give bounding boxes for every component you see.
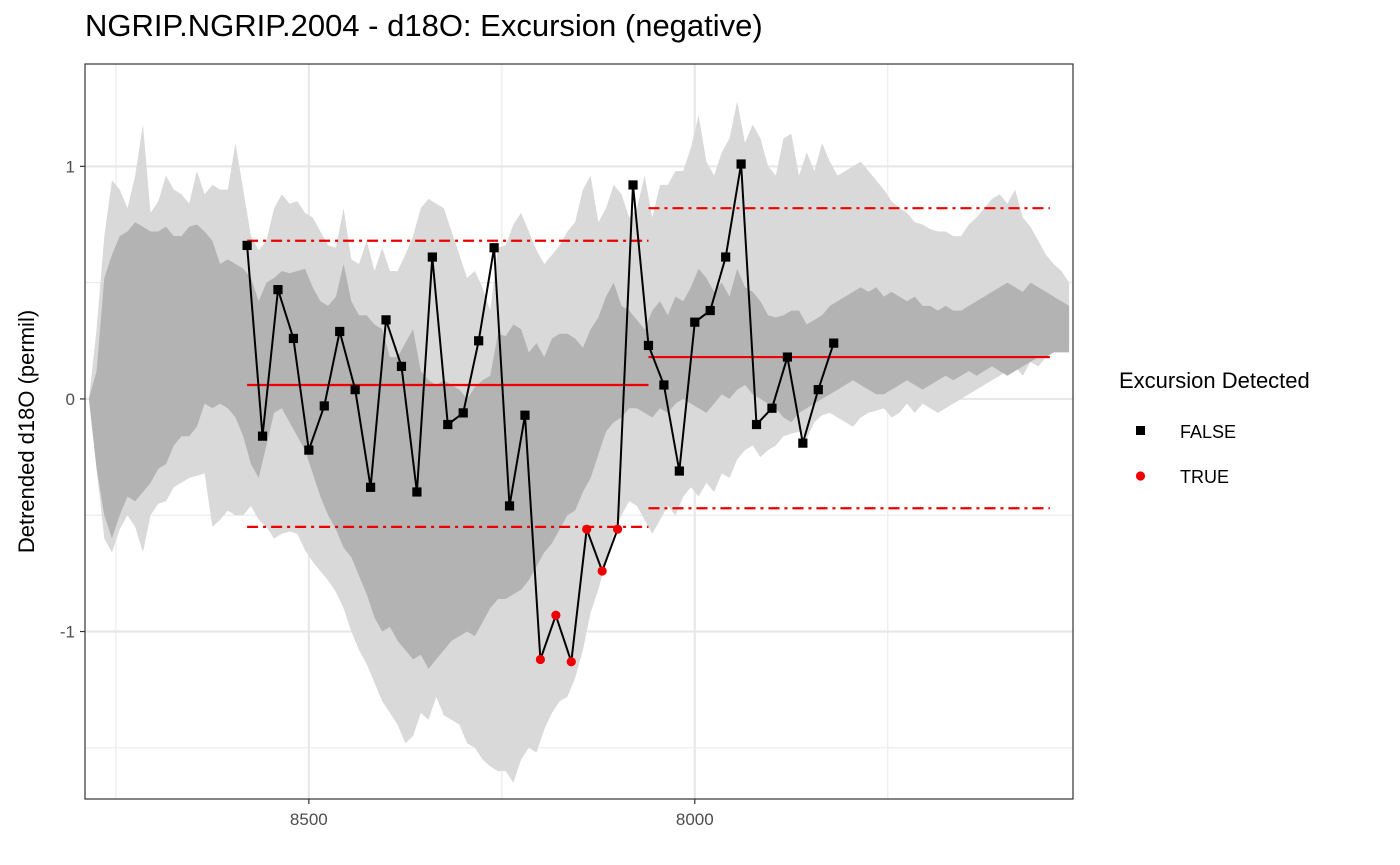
data-point <box>643 340 654 351</box>
legend-label-true: TRUE <box>1180 467 1229 487</box>
data-point <box>813 385 823 395</box>
inner-band <box>77 222 1070 669</box>
data-point <box>288 333 299 344</box>
data-point-excursion <box>535 654 546 665</box>
data-point <box>474 336 484 346</box>
legend-key-true <box>1135 471 1146 481</box>
data-point <box>504 501 515 511</box>
reference-lines <box>247 207 1050 528</box>
data-point <box>736 159 746 169</box>
legend-label-false: FALSE <box>1180 422 1236 442</box>
y-axis-title: Detrended d18O (permil) <box>14 310 39 553</box>
data-point <box>520 410 530 420</box>
data-point <box>273 285 283 295</box>
y-tick-label: -1 <box>60 623 75 642</box>
data-point <box>304 445 314 455</box>
data-point <box>489 243 499 253</box>
data-point <box>350 385 360 395</box>
data-point <box>782 352 793 362</box>
series <box>242 159 839 667</box>
y-tick-label: 0 <box>66 390 75 409</box>
data-point <box>427 252 437 262</box>
legend-title: Excursion Detected <box>1119 368 1310 393</box>
data-point <box>412 487 422 497</box>
data-point <box>659 380 669 390</box>
data-point <box>443 419 453 430</box>
data-point-excursion <box>566 657 576 667</box>
data-point <box>829 338 839 348</box>
data-point <box>381 315 391 325</box>
y-tick-label: 1 <box>66 157 75 176</box>
data-point-excursion <box>612 524 623 534</box>
x-tick-label: 8000 <box>676 810 714 829</box>
data-point <box>674 466 684 476</box>
panel-border <box>84 63 1074 800</box>
legend: Excursion Detected FALSE TRUE <box>1119 368 1310 487</box>
data-point <box>705 305 715 316</box>
data-point <box>751 419 762 430</box>
data-point <box>396 361 407 371</box>
data-point <box>798 438 808 448</box>
axes: 8500 8000 -1 0 1 <box>60 157 714 829</box>
data-point <box>458 408 468 418</box>
data-point-excursion <box>597 566 607 576</box>
bands <box>77 101 1070 783</box>
data-point <box>721 252 731 262</box>
data-point-excursion <box>551 610 561 620</box>
data-point <box>319 401 329 411</box>
data-point <box>767 403 777 413</box>
data-point-excursion <box>582 524 592 534</box>
data-point <box>257 431 268 441</box>
data-point <box>335 326 345 337</box>
legend-key-false <box>1136 426 1145 435</box>
data-point <box>242 240 252 251</box>
data-point <box>690 317 700 327</box>
data-point <box>365 482 376 492</box>
chart-title: NGRIP.NGRIP.2004 - d18O: Excursion (nega… <box>85 8 763 43</box>
data-point <box>628 180 638 190</box>
x-tick-label: 8500 <box>290 810 328 829</box>
